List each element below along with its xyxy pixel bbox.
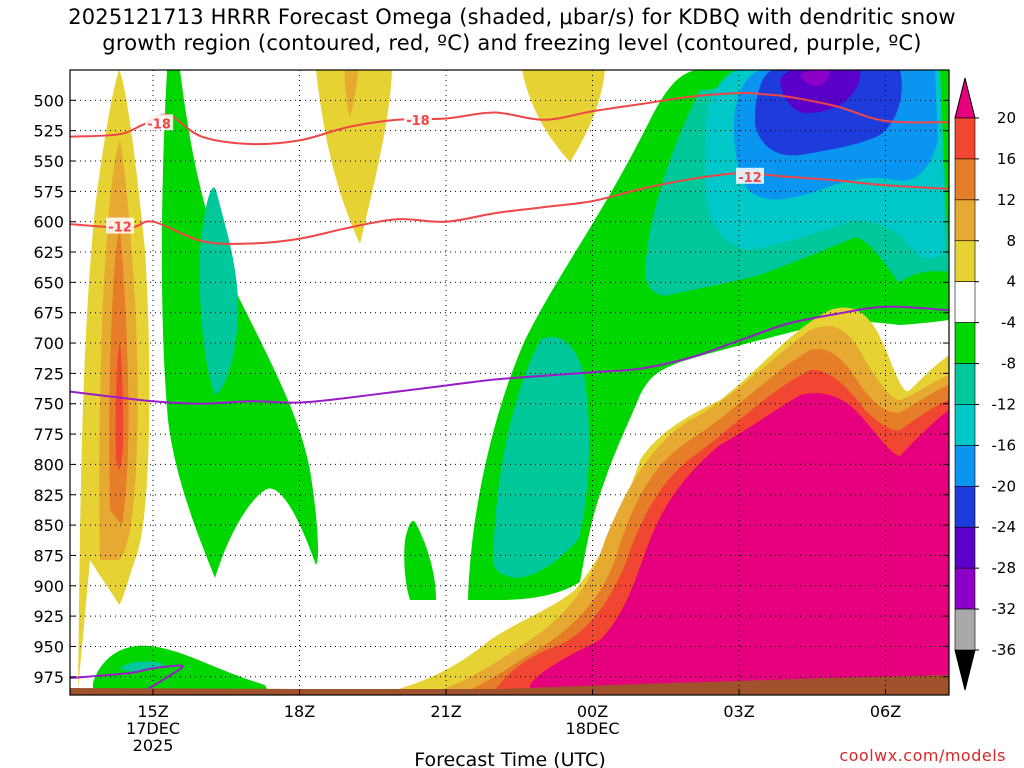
- contour-label-bg: [403, 110, 432, 127]
- colorbar-segment: [954, 445, 976, 487]
- colorbar-segment: [954, 117, 976, 160]
- contour-label-bg: [106, 217, 135, 234]
- contour-label: -18: [147, 117, 171, 132]
- colorbar-segment: [954, 158, 976, 201]
- colorbar-label: -36: [992, 641, 1017, 659]
- y-tick-label: 675: [33, 304, 64, 323]
- y-tick-label: 925: [33, 607, 64, 626]
- colorbar-label: -12: [992, 395, 1017, 413]
- contour-label-bg: [145, 114, 174, 131]
- gridlines: [70, 70, 949, 695]
- omega-shade-neg-28: [800, 70, 830, 86]
- colorbar-segment: [954, 322, 976, 364]
- x-tick-label: 17DEC: [126, 719, 180, 738]
- shaded-field: [70, 70, 949, 695]
- omega-shade-neg-4a: [161, 70, 318, 578]
- credit-text: coolwx.com/models: [839, 746, 1006, 765]
- colorbar-label: 16: [997, 150, 1016, 168]
- colorbar-label: 8: [1006, 232, 1016, 250]
- y-tick-label: 850: [33, 516, 64, 535]
- x-tick-label: 00Z: [577, 702, 608, 721]
- omega-shade-neg-4c: [93, 645, 270, 695]
- colorbar-segment: [954, 404, 976, 446]
- colorbar-label: -4: [1001, 314, 1016, 332]
- plot-frame: [69, 69, 950, 696]
- omega-shade-pos-8b: [344, 70, 358, 118]
- title-line-1: 2025121713 HRRR Forecast Omega (shaded, …: [68, 5, 956, 29]
- y-tick-label: 500: [33, 91, 64, 110]
- y-tick-label: 775: [33, 425, 64, 444]
- y-tick-label: 650: [33, 273, 64, 292]
- colorbar-segment: [954, 281, 976, 323]
- contour-line: [70, 305, 949, 405]
- contour-label: -12: [738, 171, 762, 186]
- omega-shade-neg-24: [780, 70, 861, 114]
- contour-line: [70, 172, 949, 245]
- y-tick-label: 950: [33, 637, 64, 656]
- colorbar-label: -28: [992, 559, 1017, 577]
- colorbar-segment: [954, 363, 976, 405]
- x-tick-label: 18Z: [284, 702, 315, 721]
- y-tick-label: 825: [33, 486, 64, 505]
- colorbar-segment: [954, 526, 976, 569]
- colorbar-segment: [954, 486, 976, 528]
- y-tick-label: 750: [33, 395, 64, 414]
- title-line-2: growth region (contoured, red, ºC) and f…: [102, 31, 922, 55]
- omega-shade-pos-4b: [316, 70, 392, 244]
- colorbar-label: -8: [1001, 355, 1016, 373]
- omega-shade-pos-4c: [522, 70, 605, 162]
- colorbar-label: 20: [997, 109, 1016, 127]
- chart-title: 2025121713 HRRR Forecast Omega (shaded, …: [0, 4, 1024, 56]
- contour-line: [70, 92, 949, 146]
- contour-line: [70, 664, 184, 690]
- x-tick-label: 2025: [133, 736, 174, 755]
- omega-shade-neg-8a: [199, 187, 239, 395]
- omega-shade-neg-8f: [895, 271, 949, 325]
- colorbar-label: 12: [997, 191, 1016, 209]
- colorbar: 20 16 12 8 4 -4 -8 -12 -16 -20 -24 -28 -32 -36: [954, 77, 1017, 691]
- colorbar-label: -24: [992, 518, 1017, 536]
- omega-shade-neg-8c: [120, 661, 165, 672]
- x-axis-title: Forecast Time (UTC): [414, 749, 605, 768]
- contour-label: -12: [108, 221, 132, 236]
- colorbar-segment: [954, 240, 976, 282]
- colorbar-segment: [954, 199, 976, 242]
- terrain-ground: [70, 675, 949, 695]
- contour-label: -18: [406, 114, 430, 129]
- y-tick-label: 800: [33, 455, 64, 474]
- colorbar-segment: [954, 608, 976, 651]
- colorbar-label: -20: [992, 477, 1017, 495]
- y-tick-label: 600: [33, 213, 64, 232]
- y-tick-label: 900: [33, 577, 64, 596]
- x-tick-label: 06Z: [870, 702, 901, 721]
- x-tick-label: 18DEC: [566, 719, 620, 738]
- x-tick-label: 21Z: [430, 702, 461, 721]
- omega-shade-pos-20d: [530, 393, 949, 695]
- contour-label-bg: [736, 167, 765, 184]
- colorbar-segment: [954, 649, 976, 691]
- y-axis: 500 525 550 575 600 625 650 675 700 725 750 775 800 8…: [33, 91, 949, 687]
- colorbar-segment: [954, 567, 976, 610]
- x-tick-label: 03Z: [723, 702, 754, 721]
- x-tick-label: 15Z: [137, 702, 168, 721]
- y-tick-label: 975: [33, 668, 64, 687]
- colorbar-label: 4: [1006, 273, 1016, 291]
- y-tick-label: 550: [33, 152, 64, 171]
- y-tick-label: 725: [33, 364, 64, 383]
- y-tick-label: 875: [33, 546, 64, 565]
- y-tick-label: 700: [33, 334, 64, 353]
- omega-shade-neg-4b: [404, 520, 436, 600]
- colorbar-label: -32: [992, 600, 1017, 618]
- colorbar-label: -16: [992, 436, 1017, 454]
- colorbar-segment: [954, 77, 976, 119]
- y-tick-label: 625: [33, 243, 64, 262]
- omega-shade-pos-16: [115, 340, 124, 470]
- omega-shade-neg-8d: [493, 336, 590, 578]
- contour-lines: -18 -18 -12 -12: [70, 92, 949, 690]
- y-tick-label: 575: [33, 182, 64, 201]
- y-tick-label: 525: [33, 122, 64, 141]
